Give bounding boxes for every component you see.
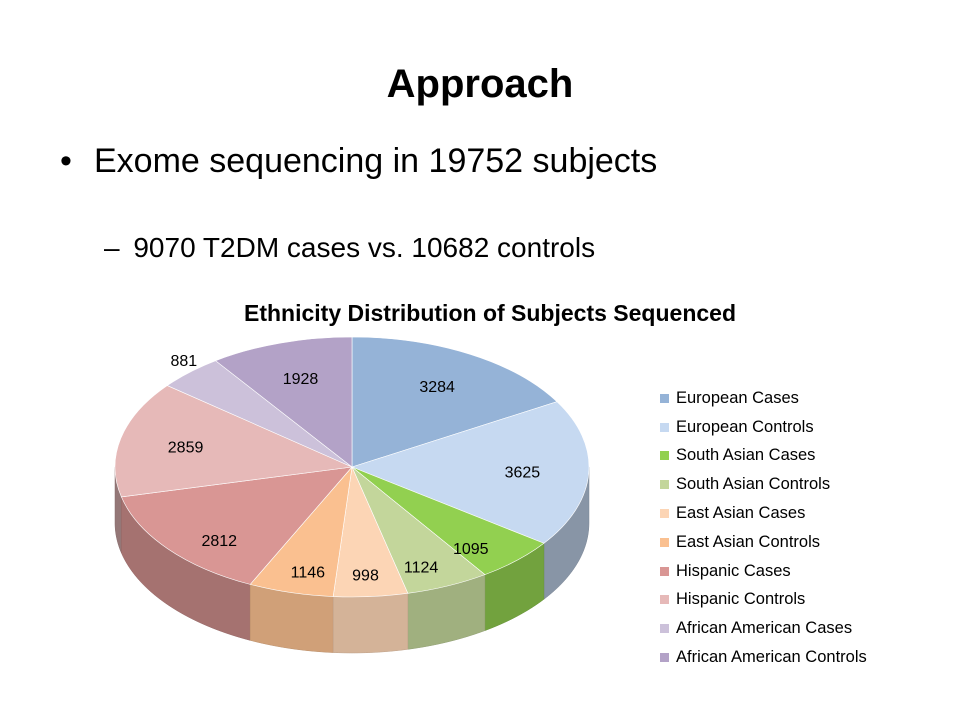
data-label-european-controls: 3625	[505, 465, 541, 482]
legend-label: European Cases	[676, 388, 799, 407]
data-label-african-american-controls: 1928	[283, 371, 319, 388]
pie-side-east-asian-cases	[332, 593, 409, 654]
legend-swatch	[660, 393, 669, 403]
legend-label: African American Cases	[676, 619, 853, 638]
legend-item-hispanic-cases: Hispanic Cases	[660, 557, 867, 586]
data-label-hispanic-cases: 2812	[201, 533, 237, 550]
legend-swatch	[660, 566, 669, 576]
pie-slice-hispanic-controls	[114, 385, 354, 498]
pie-slice-european-controls	[351, 401, 590, 544]
legend-swatch	[660, 451, 669, 461]
legend-item-european-controls: European Controls	[660, 413, 867, 442]
data-label-south-asian-cases: 1095	[453, 541, 489, 558]
pie-slice-hispanic-cases	[120, 466, 353, 585]
legend-swatch	[660, 537, 669, 547]
legend-item-east-asian-controls: East Asian Controls	[660, 528, 867, 557]
legend-swatch	[660, 509, 669, 519]
legend-swatch	[660, 422, 669, 432]
legend-item-african-american-cases: African American Cases	[660, 614, 867, 643]
pie-slice-african-american-controls	[214, 336, 353, 468]
bullet-mark: •	[60, 142, 72, 180]
legend-label: European Controls	[676, 417, 814, 436]
chart-legend: European Cases European Controls South Asi…	[660, 384, 867, 672]
data-label-european-cases: 3284	[419, 379, 455, 396]
legend-item-african-american-controls: African American Controls	[660, 643, 867, 672]
legend-label: Hispanic Cases	[676, 561, 791, 580]
legend-label: African American Controls	[676, 648, 867, 667]
legend-label: East Asian Controls	[676, 532, 820, 551]
legend-label: East Asian Cases	[676, 504, 806, 523]
pie-slice-european-cases	[351, 336, 558, 468]
legend-label: South Asian Controls	[676, 475, 831, 494]
legend-item-european-cases: European Cases	[660, 384, 867, 413]
data-label-east-asian-controls: 1146	[291, 564, 326, 581]
legend-item-south-asian-cases: South Asian Cases	[660, 442, 867, 471]
legend-label: South Asian Cases	[676, 446, 816, 465]
legend-swatch	[660, 624, 669, 634]
legend-swatch	[660, 480, 669, 490]
chart-title: Ethnicity Distribution of Subjects Seque…	[244, 300, 736, 326]
legend-swatch	[660, 595, 669, 605]
legend-item-hispanic-controls: Hispanic Controls	[660, 586, 867, 615]
bullet-text: Exome sequencing in 19752 subjects	[94, 142, 658, 180]
data-label-hispanic-controls: 2859	[168, 439, 204, 456]
slide-title: Approach	[386, 62, 574, 106]
data-label-south-asian-controls: 1124	[404, 560, 439, 577]
sub-bullet-cases-controls: – 9070 T2DM cases vs. 10682 controls	[104, 232, 595, 264]
legend-swatch	[660, 653, 669, 663]
legend-item-south-asian-controls: South Asian Controls	[660, 470, 867, 499]
legend-item-east-asian-cases: East Asian Cases	[660, 499, 867, 528]
legend-label: Hispanic Controls	[676, 590, 806, 609]
data-label-east-asian-cases: 998	[352, 567, 379, 584]
data-label-african-american-cases: 881	[171, 353, 198, 370]
sub-bullet-text: 9070 T2DM cases vs. 10682 controls	[133, 232, 596, 263]
sub-bullet-mark: –	[104, 232, 120, 263]
